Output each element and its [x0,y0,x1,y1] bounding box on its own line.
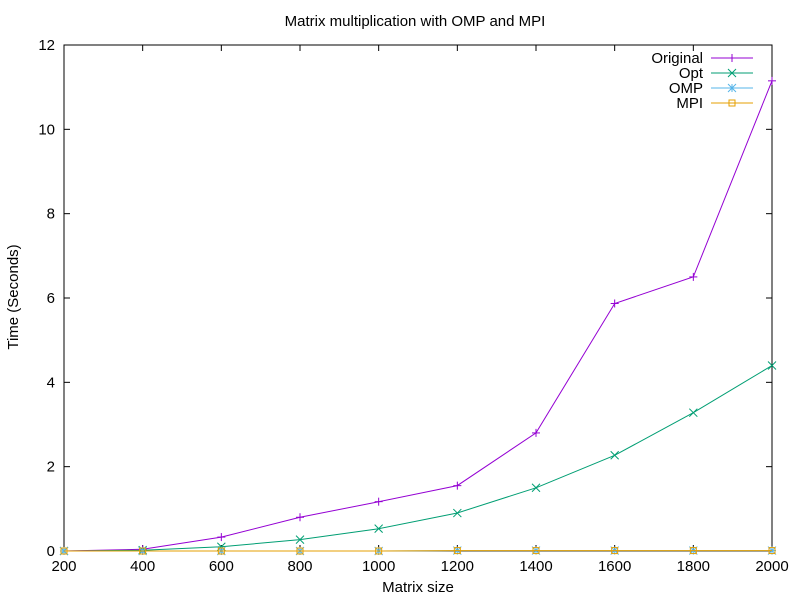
legend-label-original: Original [651,50,703,67]
legend-label-mpi: MPI [676,95,703,112]
x-tick-label: 1200 [441,558,474,575]
x-tick-label: 2000 [755,558,788,575]
data-point-opt [452,508,462,518]
data-point-original [453,481,462,490]
data-series [59,76,777,556]
legend-label-omp: OMP [669,80,703,97]
data-point-opt [295,535,305,544]
legend-marker-omp [727,83,737,93]
data-point-opt [767,361,777,370]
y-axis-label: Time (Seconds) [5,244,22,349]
legend-marker-original [728,54,736,62]
x-tick-label: 1000 [362,558,395,575]
x-tick-label: 1600 [598,558,631,575]
data-point-mpi [768,547,776,555]
data-point-mpi [532,547,540,555]
data-point-mpi [611,547,619,555]
y-tick-label: 2 [47,459,55,476]
data-point-mpi [139,547,147,555]
data-point-original [689,272,698,281]
data-point-mpi [217,547,225,555]
data-point-original [374,497,383,506]
data-point-mpi [296,547,304,555]
data-point-mpi [453,547,461,555]
x-tick-label: 1400 [519,558,552,575]
data-point-original [217,533,226,542]
y-tick-label: 6 [47,290,55,307]
x-tick-label: 600 [209,558,234,575]
y-tick-label: 12 [38,37,55,54]
y-tick-label: 0 [47,543,55,560]
data-point-opt [374,524,384,534]
data-point-mpi [60,547,68,555]
chart-title: Matrix multiplication with OMP and MPI [285,13,546,30]
x-tick-label: 1800 [677,558,710,575]
data-point-opt [531,483,541,493]
legend-marker-opt [727,68,737,78]
x-axis-label: Matrix size [382,579,454,596]
data-point-mpi [689,547,697,555]
legend-marker-mpi [728,99,736,107]
y-tick-label: 4 [47,374,55,391]
series-line-opt [63,365,773,552]
x-tick-label: 200 [51,558,76,575]
data-point-mpi [375,547,383,555]
x-tick-label: 400 [130,558,155,575]
y-tick-label: 10 [38,121,55,138]
data-point-original [610,299,619,308]
data-point-original [532,428,540,437]
legend-label-opt: Opt [679,65,704,82]
x-tick-label: 800 [287,558,312,575]
data-point-opt [688,408,698,418]
y-tick-label: 8 [47,206,55,223]
data-point-opt [610,450,620,460]
series-line-original [63,80,773,552]
data-point-original [768,76,776,85]
data-point-original [296,513,304,522]
